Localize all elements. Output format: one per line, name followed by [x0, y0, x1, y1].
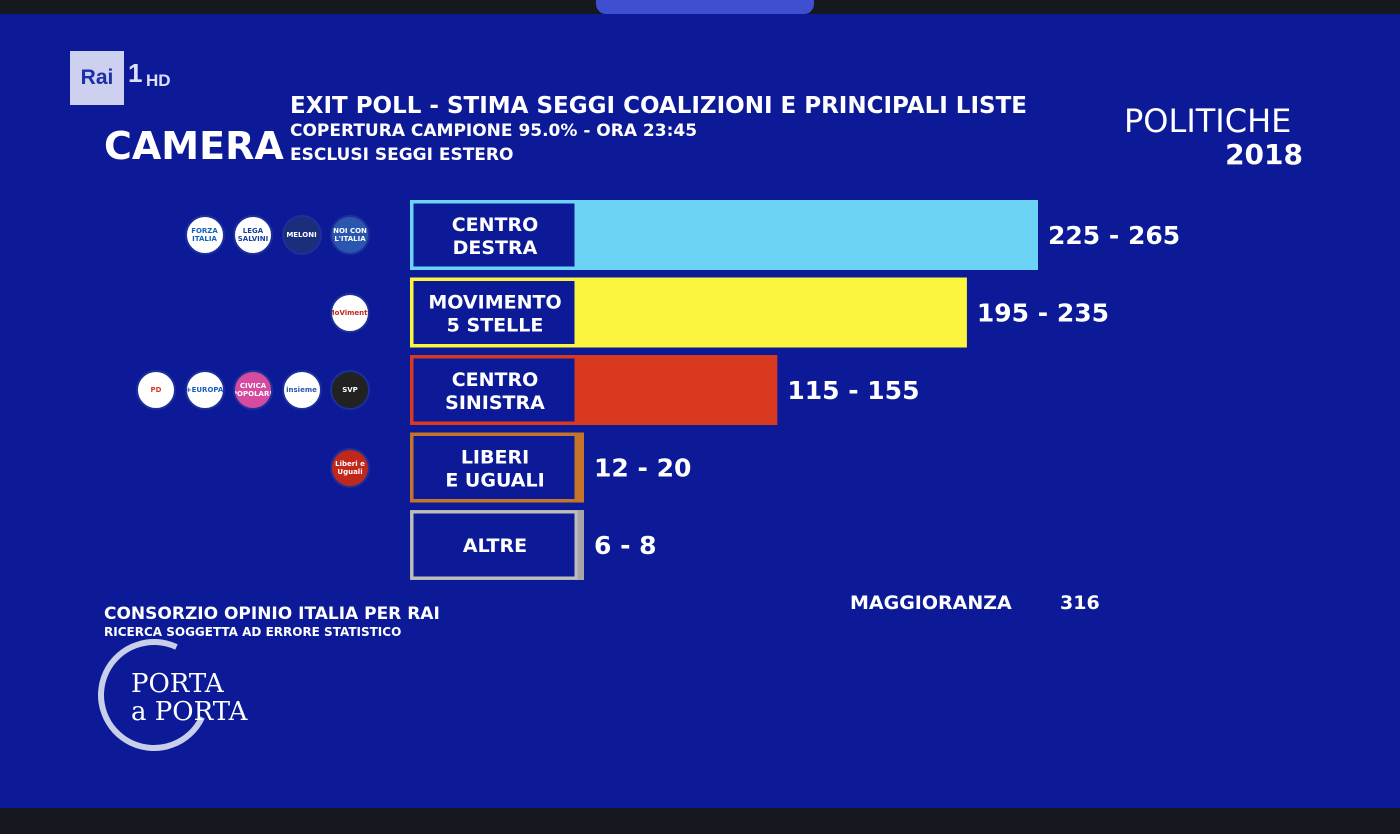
bar-label-box-altre	[410, 510, 578, 580]
svp-logo: SVP	[330, 370, 370, 410]
piu-europa-logo: +EUROPA	[184, 370, 225, 410]
bar-label-box-centro-sinistra	[410, 355, 578, 425]
bar-label-box-centro-destra	[410, 200, 578, 270]
chart-title: EXIT POLL - STIMA SEGGI COALIZIONI E PRI…	[290, 93, 1027, 119]
value-label-movimento-5-stelle: 195 - 235	[977, 299, 1109, 328]
channel-quality: HD	[146, 71, 171, 90]
noi-con-italia-logo: NOI CON L'ITALIA	[330, 215, 370, 255]
value-label-centro-destra: 225 - 265	[1048, 221, 1180, 250]
lega-logo: LEGA SALVINI	[233, 215, 273, 255]
majority-value: 316	[1060, 592, 1100, 614]
majority-label: MAGGIORANZA	[850, 592, 1012, 614]
channel-number: 1	[128, 58, 143, 88]
top-handle	[596, 0, 814, 14]
tv-screen: Rai 1 HD CAMERA EXIT POLL - STIMA SEGGI …	[0, 14, 1400, 808]
category-label-altre: ALTRE	[463, 535, 527, 557]
category-label-liberi-e-uguali: E UGUALI	[445, 470, 544, 492]
poll-disclaimer: RICERCA SOGGETTA AD ERRORE STATISTICO	[104, 625, 402, 639]
bar-label-box-movimento-5-stelle	[410, 278, 578, 347]
value-label-liberi-e-uguali: 12 - 20	[594, 454, 691, 483]
category-label-centro-destra: CENTRO	[452, 214, 539, 236]
show-logo-line1: PORTA	[131, 669, 224, 699]
fratelli-italia-logo: MELONI	[281, 215, 322, 255]
insieme-logo: insieme	[281, 370, 322, 410]
value-label-centro-sinistra: 115 - 155	[787, 376, 919, 405]
rai-logo: Rai	[70, 51, 124, 105]
chart-note: ESCLUSI SEGGI ESTERO	[290, 145, 514, 165]
category-label-liberi-e-uguali: LIBERI	[461, 447, 529, 469]
show-logo-line2: a PORTA	[131, 697, 248, 727]
value-label-altre: 6 - 8	[594, 531, 657, 560]
category-label-movimento-5-stelle: MOVIMENTO	[428, 292, 561, 314]
category-label-movimento-5-stelle: 5 STELLE	[447, 315, 544, 337]
category-label-centro-destra: DESTRA	[453, 237, 538, 259]
liberi-e-uguali-logo: Liberi e Uguali	[330, 447, 370, 488]
category-label-centro-sinistra: CENTRO	[452, 369, 539, 391]
movimento-5-stelle-logo: MoVimento	[330, 292, 370, 333]
chart-subtitle: COPERTURA CAMPIONE 95.0% - ORA 23:45	[290, 121, 698, 141]
forza-italia-logo: FORZA ITALIA	[184, 215, 225, 255]
election-year: 2018	[1225, 138, 1303, 171]
election-name: POLITICHE	[1124, 102, 1292, 140]
civica-popolare-logo: CIVICA POPOLARE	[233, 370, 273, 410]
bar-label-box-liberi-e-uguali	[410, 433, 578, 502]
category-label-centro-sinistra: SINISTRA	[445, 392, 545, 414]
pd-logo: PD	[136, 370, 176, 410]
chamber-title: CAMERA	[104, 124, 284, 168]
poll-source: CONSORZIO OPINIO ITALIA PER RAI	[104, 604, 440, 624]
